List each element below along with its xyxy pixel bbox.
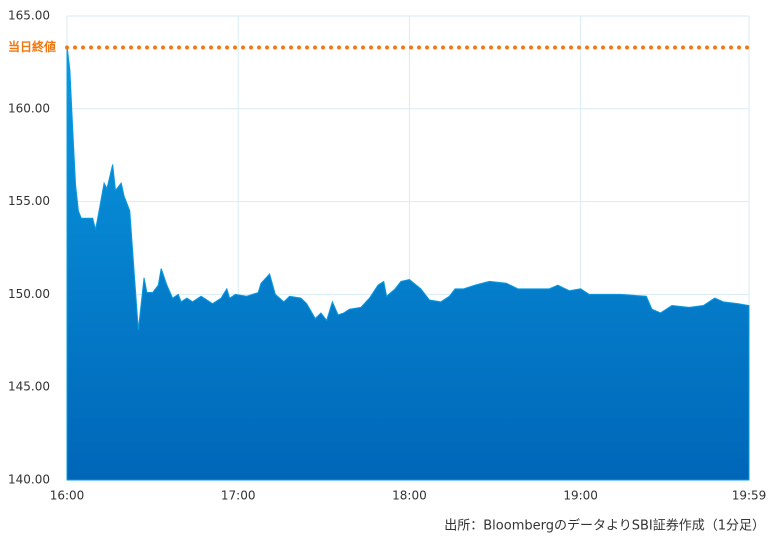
reference-label: 当日終値 [8, 39, 56, 54]
x-tick-label: 18:00 [392, 489, 427, 503]
price-area [66, 45, 750, 481]
y-tick-label: 140.00 [8, 473, 50, 487]
x-tick-label: 17:00 [221, 489, 256, 503]
x-tick-label: 19:59 [732, 489, 767, 503]
y-tick-label: 160.00 [8, 101, 50, 115]
y-tick-label: 150.00 [8, 287, 50, 301]
source-note: 出所：BloombergのデータよりSBI証券作成（1分足） [444, 518, 765, 534]
y-tick-label: 155.00 [8, 194, 50, 208]
x-tick-label: 19:00 [563, 489, 598, 503]
y-tick-label: 165.00 [8, 9, 50, 23]
x-tick-label: 16:00 [50, 489, 85, 503]
y-tick-label: 145.00 [8, 380, 50, 394]
